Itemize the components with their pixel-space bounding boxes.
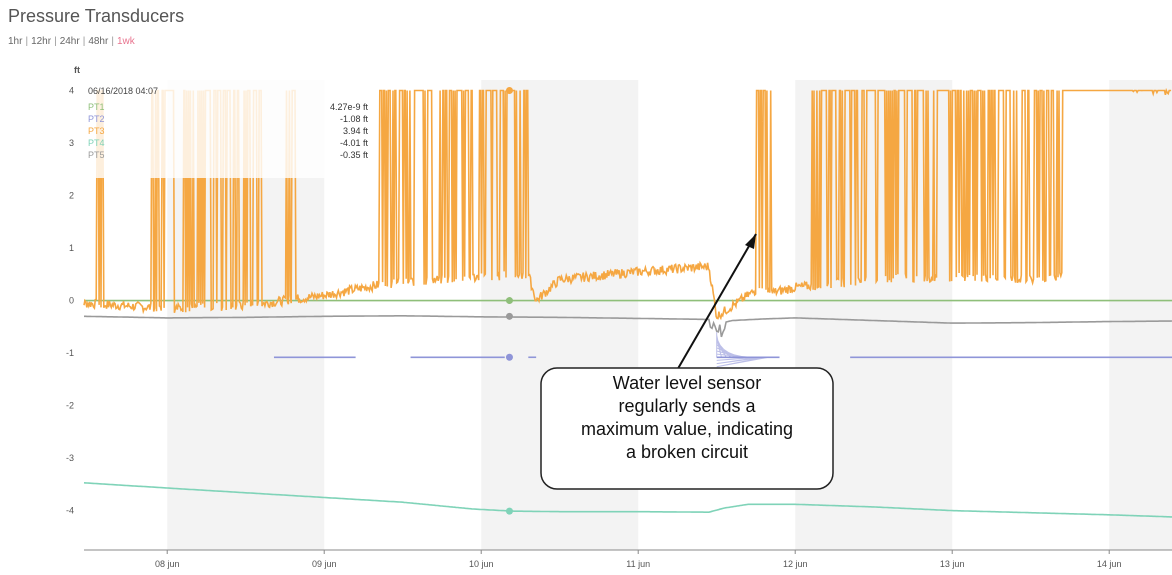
x-tick-label: 09 jun: [312, 559, 337, 569]
arrow-shaft: [675, 233, 757, 373]
cursor-marker: [505, 507, 513, 515]
cursor-marker: [505, 87, 513, 95]
x-tick-label: 12 jun: [783, 559, 808, 569]
tooltip-series-name: PT3: [88, 126, 105, 136]
y-tick-label: -4: [66, 506, 74, 516]
y-tick-label: -3: [66, 453, 74, 463]
range-48hr[interactable]: 48hr: [88, 36, 109, 47]
tooltip-series-name: PT5: [88, 150, 105, 160]
tooltip-series-name: PT1: [88, 102, 105, 112]
cursor-marker: [505, 297, 513, 305]
tooltip-row-pt1: PT1 4.27e-9 ft: [88, 102, 368, 116]
x-tick-label: 11 jun: [626, 559, 650, 569]
annotation-arrow: [675, 233, 757, 373]
range-1wk[interactable]: 1wk: [116, 36, 135, 47]
x-tick-label: 13 jun: [940, 559, 965, 569]
tooltip-series-name: PT4: [88, 138, 105, 148]
series-pt4: [83, 482, 1172, 518]
axes: ft 4 3 2 1 0 -1 -2 -3 -4 08 jun 09 jun 10 jun 11 jun 1…: [66, 65, 1172, 569]
tooltip-row-pt3: PT3 3.94 ft: [88, 126, 368, 140]
cursor-marker: [505, 353, 513, 361]
y-tick-label: 4: [69, 86, 74, 96]
x-tick-label: 08 jun: [155, 559, 180, 569]
tooltip-series-value: 4.27e-9 ft: [329, 102, 368, 112]
annotation-callout: Water level sensor regularly sends a max…: [580, 373, 794, 462]
y-tick-label: 0: [69, 296, 74, 306]
series-layer: [83, 87, 1172, 518]
series-pt5: [84, 314, 1172, 338]
tooltip-row-pt2: PT2 -1.08 ft: [88, 114, 368, 128]
hover-tooltip: 06/16/2018 04:07 PT1 4.27e-9 ft PT2 -1.08 f…: [84, 80, 372, 178]
y-tick-label: 3: [69, 138, 74, 148]
tooltip-series-value: -0.35 ft: [339, 150, 368, 160]
tooltip-series-name: PT2: [88, 114, 105, 124]
tooltip-series-value: -1.08 ft: [339, 114, 368, 124]
range-24hr[interactable]: 24hr: [59, 36, 80, 47]
y-axis-label: ft: [74, 65, 80, 75]
tooltip-series-value: -4.01 ft: [339, 138, 368, 148]
time-range-selector: 1hr | 12hr | 24hr | 48hr | 1wk: [8, 36, 135, 47]
arrow-head: [745, 234, 756, 249]
y-tick-label: 1: [69, 243, 74, 253]
series-pt3: [83, 87, 1172, 321]
page-title: Pressure Transducers: [8, 6, 185, 26]
y-tick-label: 2: [69, 191, 74, 201]
x-tick-label: 10 jun: [469, 559, 494, 569]
cursor-marker: [505, 312, 513, 320]
range-12hr[interactable]: 12hr: [31, 36, 52, 47]
tooltip-row-pt5: PT5 -0.35 ft: [88, 150, 368, 164]
day-band: [1109, 80, 1172, 550]
y-tick-label: -2: [66, 401, 74, 411]
y-tick-label: -1: [66, 348, 74, 358]
x-tick-label: 14 jun: [1097, 559, 1122, 569]
series-pt2-transient: [716, 332, 769, 368]
range-1hr[interactable]: 1hr: [8, 36, 23, 47]
tooltip-row-pt4: PT4 -4.01 ft: [88, 138, 368, 152]
tooltip-date: 06/16/2018 04:07: [88, 86, 159, 96]
tooltip-series-value: 3.94 ft: [342, 126, 368, 136]
